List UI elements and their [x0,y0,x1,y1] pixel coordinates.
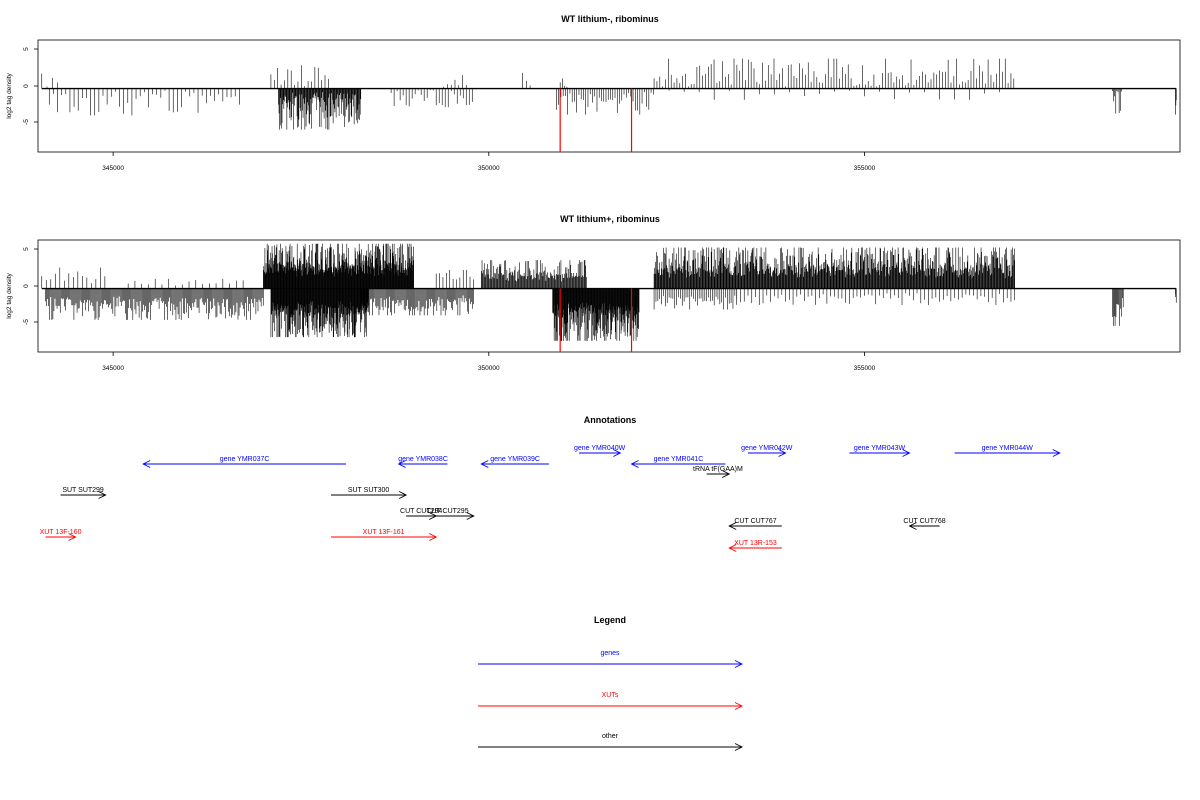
feature-label: gene YMR041C [654,456,704,463]
y-tick-label: -5 [23,119,30,125]
annotation-feature: XUT 13R-153 [728,540,782,552]
x-axis: 345000 350000 355000 [102,152,876,172]
annotation-feature: SUT SUT299 [60,487,107,499]
feature-label: SUT SUT300 [348,487,390,494]
legend-item: XUTs [478,692,744,710]
annotations-panel: Annotations gene YMR037C gene YMR038C gene… [40,415,1061,552]
annotation-feature: gene YMR040W [574,445,626,457]
plot-title: WT lithium-, ribominus [561,14,659,24]
feature-label: SUT SUT299 [62,487,104,494]
legend-items: genes XUTs other [478,650,744,751]
feature-label: gene YMR039C [490,456,540,463]
x-tick-label: 350000 [478,165,500,172]
annotation-feature: gene YMR042W [741,445,793,457]
x-tick-label: 355000 [854,165,876,172]
annotation-feature: CUT CUT295 [421,508,475,520]
arrowhead [480,460,489,468]
feature-label: CUT CUT295 [426,508,468,515]
legend-label: genes [600,650,620,657]
feature-label: gene YMR038C [398,456,448,463]
feature-label: gene YMR044W [982,445,1034,452]
y-axis: 5 0 -5 log2 tag density [6,247,38,325]
arrowhead [613,449,622,457]
plot-title: WT lithium+, ribominus [560,214,660,224]
legend-item: genes [478,650,744,668]
density-bars [41,58,1177,130]
feature-label: gene YMR040W [574,445,626,452]
x-tick-label: 355000 [854,365,876,372]
annotation-feature: SUT SUT300 [331,487,408,499]
annotation-feature: XUT 13F-160 [40,529,82,541]
highlighted-features [559,88,633,152]
y-tick-label: 5 [23,247,30,251]
feature-label: gene YMR042W [741,445,793,452]
arrowhead [908,522,917,530]
y-axis: 5 0 -5 log2 tag density [6,47,38,125]
arrowhead [466,512,475,520]
annotation-feature: gene YMR041C [630,456,726,468]
annotation-feature: gene YMR038C [397,456,448,468]
arrowhead [142,460,151,468]
legend-item: other [478,733,744,751]
plot-frame [37,39,1181,153]
feature-label: XUT 13F-160 [40,529,82,536]
feature-label: XUT 13R-153 [734,540,777,547]
legend: Legend genes XUTs other [478,615,744,751]
annotation-feature: CUT CUT768 [903,518,946,530]
arrowhead [728,522,737,530]
arrowhead [722,470,731,478]
x-axis: 345000 350000 355000 [102,352,876,372]
annotation-features: gene YMR037C gene YMR038C gene YMR039C gene… [40,445,1061,552]
arrowhead [1052,449,1061,457]
annotation-feature: gene YMR044W [954,445,1061,457]
annotation-feature: tRNA tF(GAA)M [693,466,743,478]
annotations-title: Annotations [584,415,637,425]
arrowhead [428,533,438,541]
x-tick-label: 345000 [102,165,124,172]
annotation-feature: CUT CUT767 [728,518,782,530]
density-plot-lithium-plus: WT lithium+, ribominus 345000 350000 355… [6,214,1181,372]
legend-title: Legend [594,615,626,625]
arrowhead [734,702,744,710]
plot-frame [37,239,1181,353]
arrowhead [734,743,744,751]
feature-label: CUT CUT767 [734,518,776,525]
arrowhead [98,491,107,499]
y-axis-label: log2 tag density [6,272,13,318]
arrowhead [902,449,911,457]
annotation-feature: gene YMR043W [849,445,911,457]
feature-label: gene YMR043W [854,445,906,452]
y-tick-label: -5 [23,319,30,325]
arrowhead [728,544,737,552]
x-tick-label: 350000 [478,365,500,372]
feature-label: CUT CUT294 [400,508,442,515]
density-bars [41,243,1177,341]
x-tick-label: 345000 [102,365,124,372]
annotation-feature: gene YMR037C [142,456,347,468]
legend-label: XUTs [602,692,619,699]
arrowhead [778,449,787,457]
highlighted-features [559,288,633,352]
arrowhead [398,491,408,499]
y-tick-label: 0 [23,284,30,288]
arrowhead [68,533,77,541]
density-plot-lithium-minus: WT lithium-, ribominus 345000 350000 355… [6,14,1181,172]
feature-label: XUT 13F-161 [363,529,405,536]
y-tick-label: 5 [23,47,30,51]
annotation-feature: gene YMR039C [480,456,549,468]
y-tick-label: 0 [23,84,30,88]
arrowhead [630,460,639,468]
legend-label: other [602,733,619,740]
arrowhead [734,660,744,668]
y-axis-label: log2 tag density [6,72,13,118]
feature-label: gene YMR037C [220,456,270,463]
annotation-feature: XUT 13F-161 [331,529,438,541]
arrowhead [397,460,406,468]
feature-label: CUT CUT768 [903,518,945,525]
feature-label: tRNA tF(GAA)M [693,466,743,473]
